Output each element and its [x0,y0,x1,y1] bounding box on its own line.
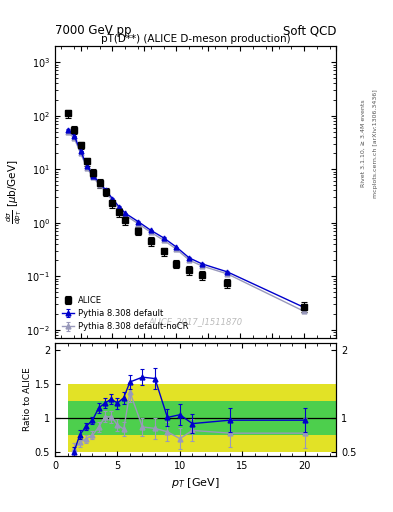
Text: Soft QCD: Soft QCD [283,25,336,37]
Legend: ALICE, Pythia 8.308 default, Pythia 8.308 default-noCR: ALICE, Pythia 8.308 default, Pythia 8.30… [59,293,191,334]
Text: mcplots.cern.ch [arXiv:1306.3436]: mcplots.cern.ch [arXiv:1306.3436] [373,89,378,198]
Text: 7000 GeV pp: 7000 GeV pp [55,25,132,37]
Text: Rivet 3.1.10, ≥ 3.4M events: Rivet 3.1.10, ≥ 3.4M events [361,99,366,187]
Title: pT(D**) (ALICE D-meson production): pT(D**) (ALICE D-meson production) [101,34,290,44]
Text: ALICE_2017_I1511870: ALICE_2017_I1511870 [149,317,242,326]
X-axis label: $p_T$ [GeV]: $p_T$ [GeV] [171,476,220,490]
Y-axis label: $\frac{d\sigma}{dp_T}$ [$\mu$b/GeV]: $\frac{d\sigma}{dp_T}$ [$\mu$b/GeV] [4,160,24,224]
Y-axis label: Ratio to ALICE: Ratio to ALICE [23,368,32,431]
